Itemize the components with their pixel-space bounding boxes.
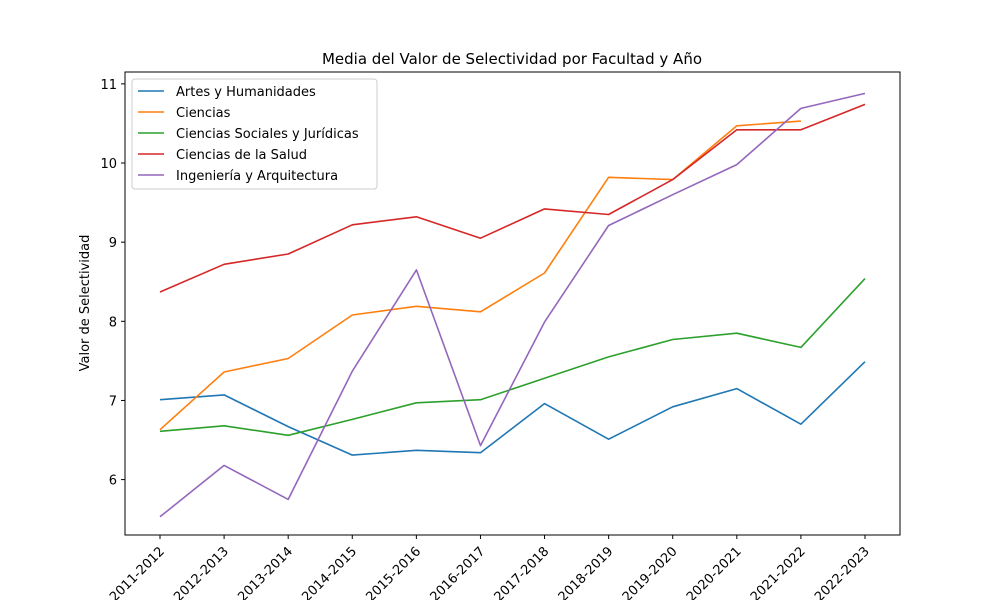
x-tick-label: 2016-2017 xyxy=(428,544,489,600)
x-tick-label: 2022-2023 xyxy=(812,544,873,600)
x-tick-label: 2020-2021 xyxy=(684,544,745,600)
legend-box xyxy=(131,78,378,190)
x-tick-label: 2012-2013 xyxy=(171,544,232,600)
x-tick-label: 2014-2015 xyxy=(299,544,360,600)
y-tick-label: 10 xyxy=(100,157,117,172)
x-tick-label: 2017-2018 xyxy=(492,544,553,600)
y-tick-label: 7 xyxy=(109,394,117,409)
y-tick-label: 6 xyxy=(109,474,117,489)
x-tick-label: 2021-2022 xyxy=(748,544,809,600)
legend-label: Artes y Humanidades xyxy=(176,85,316,100)
x-tick-label: 2018-2019 xyxy=(556,544,617,600)
series-line-3 xyxy=(159,103,866,293)
y-axis: 6 7 8 9 10 11 xyxy=(100,78,125,489)
series-line-1 xyxy=(159,120,801,431)
y-axis-label: Valor de Selectividad xyxy=(78,235,93,372)
y-tick-label: 9 xyxy=(109,236,117,251)
legend: Artes y Humanidades Ciencias Ciencias Soci… xyxy=(131,78,378,190)
series-line-0 xyxy=(159,361,866,456)
x-axis: 2011-2012 2012-2013 2013-2014 2014-2015 2015… xyxy=(107,535,873,600)
x-tick-label: 2013-2014 xyxy=(235,544,296,600)
x-tick-label: 2015-2016 xyxy=(363,544,424,600)
x-tick-label: 2011-2012 xyxy=(107,544,168,600)
x-tick-label: 2019-2020 xyxy=(620,544,681,600)
chart-title: Media del Valor de Selectividad por Facu… xyxy=(322,50,702,68)
legend-label: Ciencias de la Salud xyxy=(176,148,307,163)
series-line-2 xyxy=(159,278,866,437)
plot-area xyxy=(124,71,901,536)
y-tick-label: 11 xyxy=(100,78,117,93)
series-line-4 xyxy=(159,92,866,518)
legend-label: Ciencias xyxy=(176,106,231,121)
series-lines xyxy=(159,92,866,518)
y-tick-label: 8 xyxy=(109,315,117,330)
legend-label: Ciencias Sociales y Jurídicas xyxy=(176,127,359,142)
legend-label: Ingeniería y Arquitectura xyxy=(176,169,338,184)
